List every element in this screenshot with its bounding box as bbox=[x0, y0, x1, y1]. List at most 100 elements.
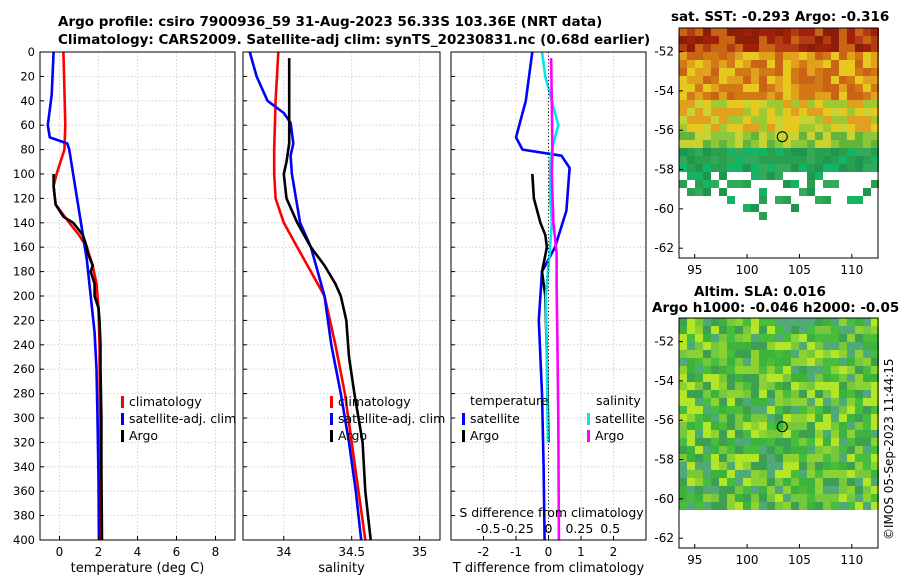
sla-map-cell bbox=[847, 374, 855, 382]
sst-map-cell bbox=[839, 100, 847, 108]
sst-map-cell bbox=[679, 68, 687, 76]
sst-map-cell bbox=[679, 124, 687, 132]
sla-map-cell bbox=[799, 326, 807, 334]
sla-map-cell bbox=[871, 438, 879, 446]
sla-map-cell bbox=[767, 502, 775, 510]
sla-map-cell bbox=[687, 494, 695, 502]
sst-map-cell bbox=[871, 108, 879, 116]
sla-map-cell bbox=[791, 430, 799, 438]
sla-map-cell bbox=[823, 390, 831, 398]
sst-map-cell bbox=[687, 148, 695, 156]
sla-map-cell bbox=[799, 398, 807, 406]
sla-map-cell bbox=[823, 414, 831, 422]
sst-map-cell bbox=[815, 124, 823, 132]
temperature-xtick-label: 0 bbox=[56, 545, 64, 559]
sla-map-cell bbox=[775, 438, 783, 446]
sla-map-cell bbox=[679, 326, 687, 334]
sst-map-cell bbox=[847, 100, 855, 108]
sla-map-cell bbox=[847, 502, 855, 510]
sla-map-cell bbox=[823, 358, 831, 366]
sla-map-cell bbox=[791, 470, 799, 478]
sst-map-cell bbox=[791, 156, 799, 164]
difference-temperature-legend-swatch bbox=[462, 430, 465, 442]
sla-map-cell bbox=[735, 398, 743, 406]
sst-map-cell bbox=[807, 92, 815, 100]
sla-map-cell bbox=[783, 406, 791, 414]
sla-map-cell bbox=[831, 446, 839, 454]
sla-map-cell bbox=[791, 334, 799, 342]
sst-map-cell bbox=[783, 164, 791, 172]
sla-map-cell bbox=[775, 398, 783, 406]
sla-map-cell bbox=[743, 422, 751, 430]
sla-map-cell bbox=[759, 406, 767, 414]
sla-map-cell bbox=[695, 366, 703, 374]
sla-map-cell bbox=[719, 462, 727, 470]
sla-map-cell bbox=[703, 374, 711, 382]
sla-map-cell bbox=[799, 462, 807, 470]
sst-map-cell bbox=[727, 156, 735, 164]
sst-map-cell bbox=[767, 68, 775, 76]
sla-map-cell bbox=[703, 334, 711, 342]
sla-map-cell bbox=[807, 438, 815, 446]
sst-map-cell bbox=[711, 156, 719, 164]
temperature-ytick-label: 300 bbox=[13, 411, 35, 425]
sst-map-cell bbox=[783, 156, 791, 164]
sla-map-cell bbox=[687, 406, 695, 414]
sst-map-cell bbox=[775, 100, 783, 108]
sst-map-cell bbox=[711, 140, 719, 148]
sla-map-cell bbox=[687, 422, 695, 430]
sst-map-cell bbox=[815, 44, 823, 52]
sla-map-cell bbox=[679, 438, 687, 446]
sla-map-cell bbox=[791, 318, 799, 326]
sla-map-cell bbox=[751, 318, 759, 326]
sst-map-cell bbox=[703, 172, 711, 180]
sst-map-cell bbox=[735, 84, 743, 92]
sla-map-cell bbox=[719, 446, 727, 454]
sla-map-cell bbox=[799, 350, 807, 358]
sst-map-cell bbox=[823, 36, 831, 44]
sla-map-cell bbox=[847, 438, 855, 446]
sla-map-cell bbox=[767, 462, 775, 470]
sla-map-cell bbox=[775, 366, 783, 374]
sst-map-cell bbox=[863, 44, 871, 52]
difference-s-tick-label: 0.5 bbox=[600, 521, 620, 536]
sst-map-cell bbox=[711, 108, 719, 116]
salinity-panel: 34 34.5 35 salinity climatology satellite-adj… bbox=[242, 51, 445, 576]
sst-map-cell bbox=[695, 84, 703, 92]
sst-map-cell bbox=[839, 132, 847, 140]
sst-map-cell bbox=[823, 164, 831, 172]
sla-map-cell bbox=[823, 326, 831, 334]
difference-xtick-label: 2 bbox=[610, 545, 618, 559]
sla-map-cell bbox=[727, 502, 735, 510]
sla-map-cell bbox=[751, 342, 759, 350]
sst-map-cell bbox=[823, 116, 831, 124]
sst-map-cell bbox=[799, 132, 807, 140]
sst-map-cell bbox=[815, 116, 823, 124]
sla-map-cell bbox=[727, 422, 735, 430]
sst-map-cell bbox=[687, 100, 695, 108]
sla-map-cell bbox=[719, 390, 727, 398]
sst-map-cell bbox=[695, 68, 703, 76]
sla-map-cell bbox=[831, 326, 839, 334]
sst-map-cell bbox=[751, 28, 759, 36]
sst-map-cell bbox=[751, 84, 759, 92]
sst-map-cell bbox=[831, 148, 839, 156]
sst-map-cell bbox=[687, 52, 695, 60]
sst-map-cell bbox=[871, 100, 879, 108]
sst-map-cell bbox=[735, 44, 743, 52]
sst-map-cell bbox=[823, 92, 831, 100]
sst-map-cell bbox=[735, 92, 743, 100]
sla-map-cell bbox=[799, 358, 807, 366]
sst-map-cell bbox=[775, 92, 783, 100]
sst-map-cell bbox=[863, 92, 871, 100]
sst-map-cell bbox=[783, 44, 791, 52]
sla-map-cell bbox=[703, 494, 711, 502]
sla-map-cell bbox=[751, 438, 759, 446]
sla-map-cell bbox=[735, 462, 743, 470]
sst-map-cell bbox=[743, 60, 751, 68]
sla-map-cell bbox=[783, 350, 791, 358]
sst-map-frame bbox=[678, 27, 879, 259]
sst-map-cell bbox=[751, 108, 759, 116]
sla-map-cell bbox=[767, 358, 775, 366]
sla-map-cell bbox=[863, 438, 871, 446]
